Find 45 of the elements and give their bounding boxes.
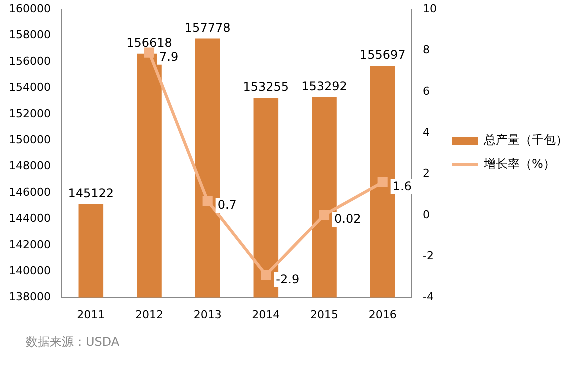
data-label: 157778 — [184, 20, 231, 35]
x-tick-label: 2016 — [368, 308, 397, 322]
y-tick-label: 140000 — [8, 264, 51, 278]
x-tick-label: 2011 — [77, 308, 106, 322]
x-tick-label: 2014 — [252, 308, 280, 322]
y2-tick-label: 6 — [423, 84, 430, 98]
legend-label: 增长率（%） — [484, 157, 556, 171]
data-label: 145122 — [68, 186, 114, 201]
data-label: 156618 — [126, 36, 172, 50]
y-tick-label: 158000 — [8, 28, 51, 42]
y2-tick-label: -4 — [423, 290, 434, 304]
data-label: -2.9 — [276, 272, 300, 286]
source-note: 数据来源：USDA — [26, 334, 120, 351]
y-tick-label: 148000 — [8, 160, 51, 173]
data-label: 153292 — [302, 80, 348, 94]
y2-tick-label: 4 — [423, 126, 430, 139]
point — [378, 177, 388, 188]
x-tick-label: 2015 — [310, 308, 338, 322]
point — [261, 270, 272, 280]
y-tick-label: 152000 — [8, 107, 51, 120]
data-label: 153255 — [243, 80, 290, 94]
point — [202, 196, 213, 206]
y-tick-label: 146000 — [8, 186, 51, 199]
y-tick-label: 154000 — [8, 81, 51, 94]
y-tick-label: 138000 — [8, 290, 51, 304]
data-label: 155697 — [360, 48, 406, 62]
y-tick-label: 156000 — [8, 54, 51, 68]
x-tick-label: 2012 — [135, 308, 164, 322]
legend-label: 总产量（千包） — [484, 133, 568, 147]
y2-tick-label: 10 — [423, 2, 438, 16]
y-tick-label: 144000 — [8, 212, 51, 226]
data-label: 1.6 — [392, 180, 412, 194]
data-label: 0.7 — [218, 198, 237, 212]
point — [144, 48, 155, 58]
data-label: 7.9 — [159, 50, 179, 64]
x-tick-label: 2013 — [194, 308, 222, 322]
y-tick-label: 142000 — [8, 238, 51, 252]
y2-tick-label: 0 — [423, 208, 430, 222]
y2-tick-label: 8 — [423, 44, 430, 57]
y2-tick-label: 2 — [423, 167, 430, 180]
y-tick-label: 160000 — [8, 2, 51, 16]
y-tick-label: 150000 — [8, 133, 51, 146]
y2-tick-label: -2 — [423, 249, 434, 262]
data-label: 0.02 — [334, 212, 362, 226]
point — [319, 210, 330, 220]
